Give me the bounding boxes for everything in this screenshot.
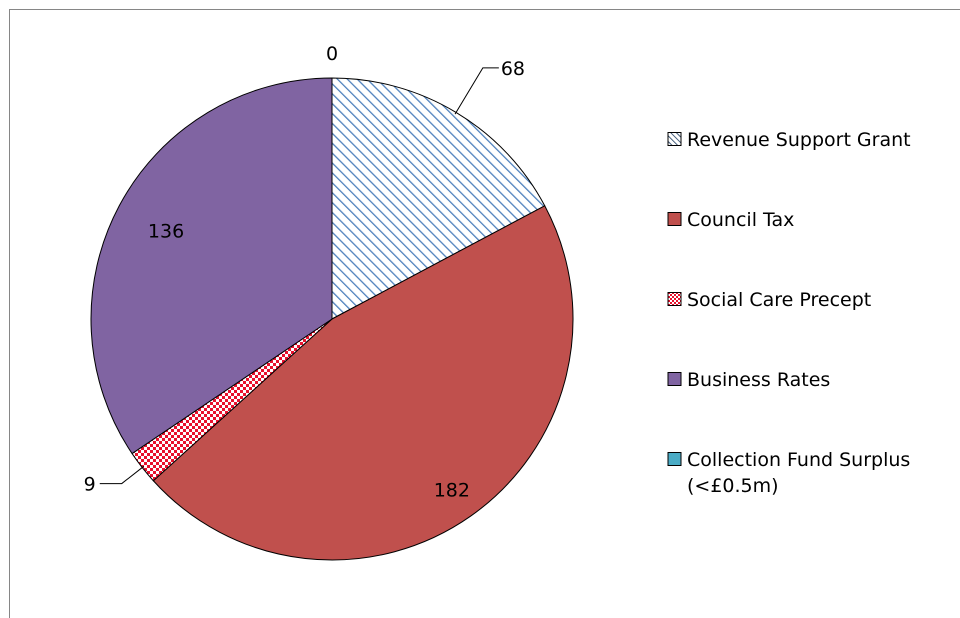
legend-swatch-business-rates bbox=[667, 372, 682, 386]
data-label-social-care-precept: 9 bbox=[84, 474, 96, 496]
data-label-collection-fund-surplus: 0 bbox=[326, 43, 338, 65]
legend: Revenue Support Grant Council Tax Social C… bbox=[667, 129, 911, 497]
legend-swatch-revenue-support-grant bbox=[667, 132, 682, 146]
leader-line-revenue-support-grant bbox=[454, 67, 499, 115]
data-labels: 0 68 182 9 136 bbox=[84, 43, 525, 502]
legend-label-revenue-support-grant: Revenue Support Grant bbox=[687, 129, 911, 151]
leader-line-social-care-precept bbox=[99, 465, 145, 485]
pie-slice-business-rates bbox=[90, 77, 333, 455]
legend-label-collection-fund-surplus-line-2: (<£0.5m) bbox=[687, 475, 779, 497]
data-label-revenue-support-grant: 68 bbox=[501, 58, 525, 80]
legend-label-collection-fund-surplus: Collection Fund Surplus bbox=[687, 449, 910, 471]
legend-label-business-rates: Business Rates bbox=[687, 369, 830, 391]
legend-swatch-collection-fund-surplus bbox=[667, 452, 682, 466]
data-label-council-tax: 182 bbox=[434, 480, 470, 502]
pie-slices bbox=[90, 77, 574, 561]
legend-swatch-social-care-precept bbox=[667, 292, 682, 306]
data-label-business-rates: 136 bbox=[148, 221, 184, 243]
leader-lines bbox=[99, 67, 499, 485]
legend-label-council-tax: Council Tax bbox=[687, 209, 794, 231]
legend-swatch-council-tax bbox=[667, 212, 682, 226]
pie-slice-council-tax bbox=[152, 205, 574, 561]
legend-label-social-care-precept: Social Care Precept bbox=[687, 289, 871, 311]
